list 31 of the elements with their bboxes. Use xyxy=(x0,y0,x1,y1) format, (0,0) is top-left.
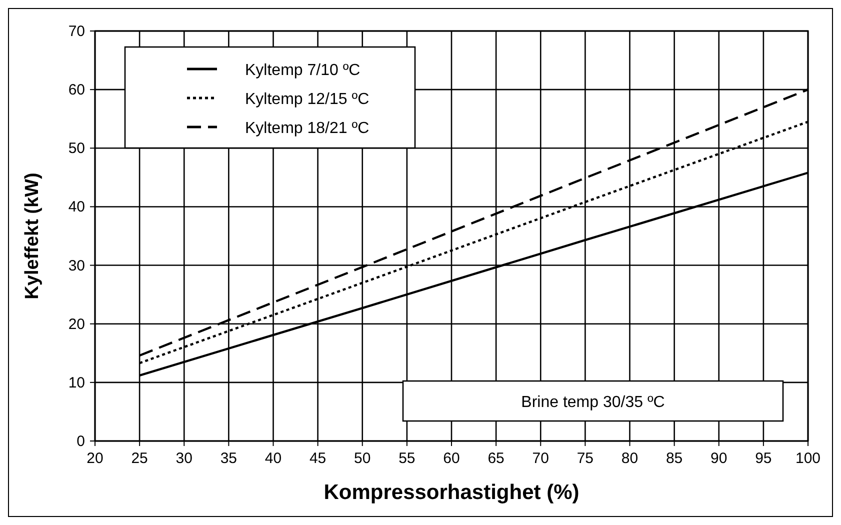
x-axis-title: Kompressorhastighet (%) xyxy=(324,481,580,504)
x-tick-label: 100 xyxy=(795,450,821,467)
y-tick-label: 70 xyxy=(68,23,85,40)
x-tick-label: 35 xyxy=(220,450,238,467)
x-tick-label: 85 xyxy=(666,450,683,467)
x-tick-label: 95 xyxy=(755,450,772,467)
x-tick-label: 80 xyxy=(621,450,638,467)
x-tick-label: 70 xyxy=(532,450,549,467)
annotation: Brine temp 30/35 ºC xyxy=(521,394,665,411)
x-tick-label: 45 xyxy=(309,450,326,467)
y-axis-title: Kyleffekt (kW) xyxy=(22,172,43,300)
y-tick-label: 50 xyxy=(68,140,85,158)
x-tick-label: 30 xyxy=(176,450,192,467)
x-tick-label: 25 xyxy=(131,450,148,467)
x-tick-label: 65 xyxy=(488,450,504,467)
y-tick-label: 10 xyxy=(68,374,85,392)
y-tick-label: 0 xyxy=(76,433,85,450)
legend-label: Kyltemp 7/10 ºC xyxy=(245,62,360,79)
y-tick-label: 40 xyxy=(68,198,85,216)
legend-label: Kyltemp 18/21 ºC xyxy=(245,120,370,137)
x-tick-label: 40 xyxy=(264,450,282,467)
y-tick-label: 20 xyxy=(68,316,85,333)
x-tick-label: 75 xyxy=(576,450,594,467)
legend-label: Kyltemp 12/15 ºC xyxy=(245,91,370,108)
y-tick-label: 60 xyxy=(68,82,85,99)
x-tick-label: 20 xyxy=(86,450,104,467)
y-tick-label: 30 xyxy=(68,257,85,274)
x-tick-label: 50 xyxy=(354,450,371,467)
x-tick-label: 60 xyxy=(443,450,460,467)
x-tick-label: 55 xyxy=(398,450,416,467)
x-tick-label: 90 xyxy=(710,450,728,467)
